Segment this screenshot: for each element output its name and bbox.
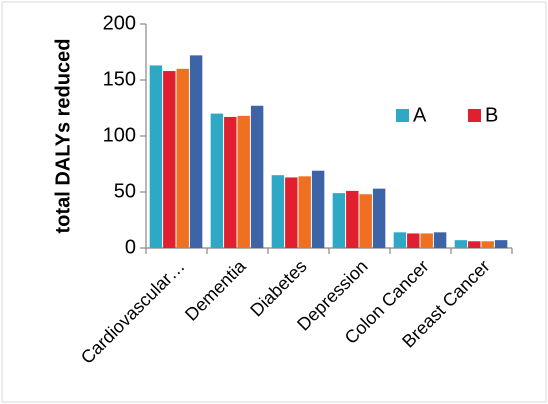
bar [210, 113, 224, 248]
y-tick-label: 50 [114, 180, 136, 202]
bar [494, 240, 508, 248]
y-axis-title: total DALYs reduced [52, 39, 74, 234]
x-tick-label: Cardiovascular… [77, 256, 189, 368]
bar [420, 233, 433, 248]
bar [393, 232, 407, 248]
bar [468, 241, 481, 248]
bar [285, 177, 298, 248]
bar [311, 170, 325, 248]
x-tick-label: Diabetes [246, 256, 310, 320]
y-tick-label: 150 [103, 68, 136, 90]
bar [237, 115, 250, 248]
bar [298, 176, 311, 248]
legend-label: B [485, 104, 498, 126]
bar [176, 68, 189, 248]
bar [189, 55, 203, 248]
bar [332, 193, 346, 248]
bar [359, 194, 372, 248]
bar [454, 240, 468, 248]
bar [163, 71, 176, 248]
bar [433, 232, 447, 248]
legend-swatch [468, 109, 481, 122]
bar [346, 190, 359, 248]
legend-label: A [413, 104, 427, 126]
bar [481, 241, 494, 248]
bar [271, 175, 285, 248]
bar [407, 233, 420, 248]
bar [372, 188, 386, 248]
y-tick-label: 0 [125, 236, 136, 258]
bar [250, 105, 264, 248]
y-tick-label: 200 [103, 12, 136, 34]
bar [149, 65, 163, 248]
legend-swatch [396, 109, 409, 122]
x-tick-label: Dementia [181, 255, 250, 324]
bar [224, 116, 237, 249]
y-tick-label: 100 [103, 124, 136, 146]
